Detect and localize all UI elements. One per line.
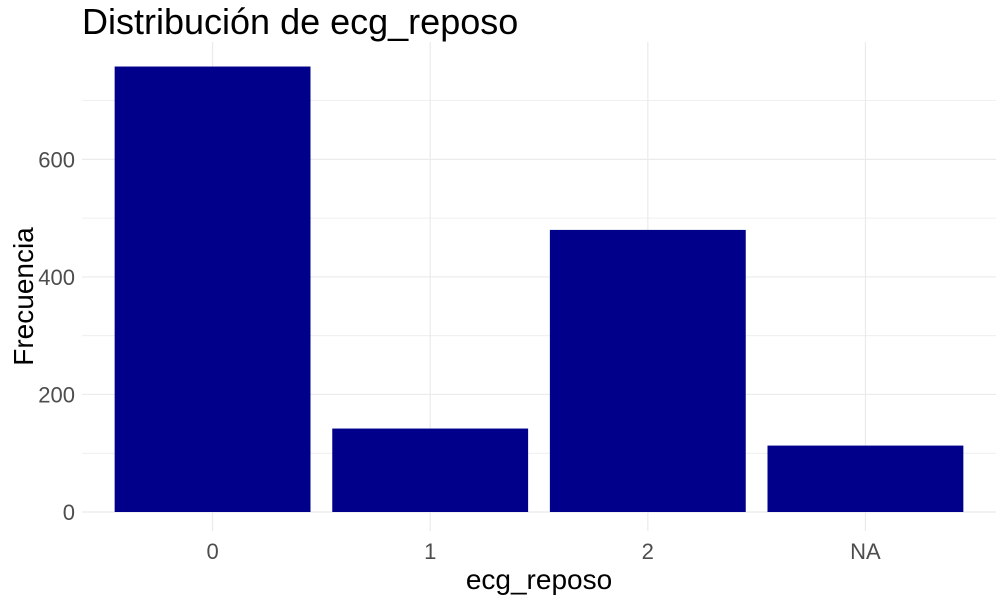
x-tick-label: NA: [850, 539, 881, 564]
x-axis-title: ecg_reposo: [466, 564, 612, 595]
chart-title: Distribución de ecg_reposo: [82, 1, 519, 42]
x-tick-labels: 0 1 2 NA: [206, 539, 881, 564]
bars: [114, 66, 964, 513]
bar-na: [767, 445, 964, 512]
x-tick-label: 2: [642, 539, 654, 564]
x-tick-label: 0: [206, 539, 218, 564]
bar-2: [549, 229, 746, 513]
y-tick-label: 600: [38, 147, 75, 172]
y-tick-label: 0: [63, 500, 75, 525]
y-axis-title: Frecuencia: [8, 227, 39, 366]
y-tick-labels: 0 200 400 600: [38, 147, 75, 525]
x-tick-label: 1: [424, 539, 436, 564]
y-tick-label: 200: [38, 382, 75, 407]
bar-1: [332, 428, 529, 512]
bar-0: [114, 66, 311, 512]
y-tick-label: 400: [38, 265, 75, 290]
